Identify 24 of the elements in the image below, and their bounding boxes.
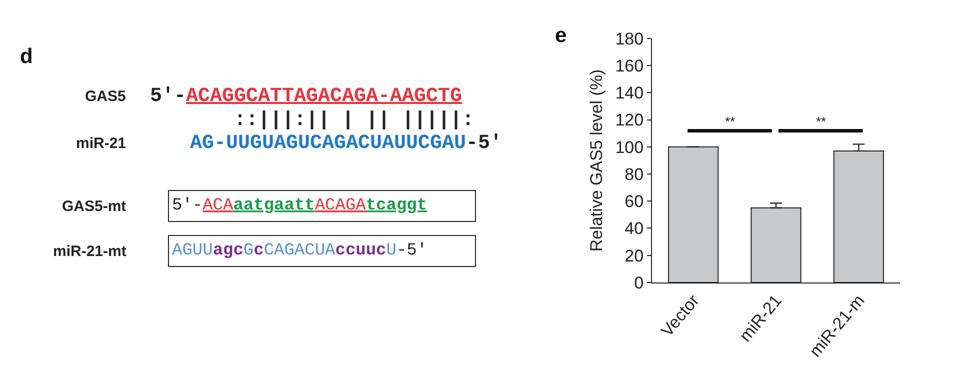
annotation: **: [725, 114, 736, 129]
chart-title: e: [555, 24, 567, 47]
annotation: **: [816, 114, 826, 129]
y-tick-label: 180: [615, 29, 644, 48]
text: miR-21-mt: [53, 243, 126, 260]
y-tick-label: 40: [624, 219, 644, 238]
text: miR-21: [76, 135, 126, 152]
text: 5′-ACAGGCATTAGACAGA-AAGCTG: [150, 85, 462, 108]
y-tick-label: 80: [624, 164, 644, 184]
text: 5′-ACAaatgaattACAGAtcaggt: [172, 196, 428, 216]
y-tick-label: 60: [624, 192, 644, 212]
y-tick-label: 120: [615, 110, 644, 130]
text: GAS5: [85, 88, 126, 105]
text: AG-UUGUAGUCAGACUAUUCGAU-5′: [190, 132, 502, 155]
y-tick-label: 100: [615, 138, 644, 157]
y-tick-label: 0: [634, 273, 644, 292]
y-tick-label: 140: [615, 84, 644, 103]
text: d: [20, 45, 33, 68]
y-tick-label: 20: [624, 246, 644, 266]
y-tick-label: 160: [615, 56, 644, 76]
text: AGUUagcGcCAGACUAccuucU-5′: [172, 242, 428, 260]
y-axis-title: Relative GAS5 level (%): [586, 69, 606, 252]
text: ::|||:|| | || |||||:: [234, 109, 474, 132]
text: GAS5-mt: [62, 198, 126, 215]
